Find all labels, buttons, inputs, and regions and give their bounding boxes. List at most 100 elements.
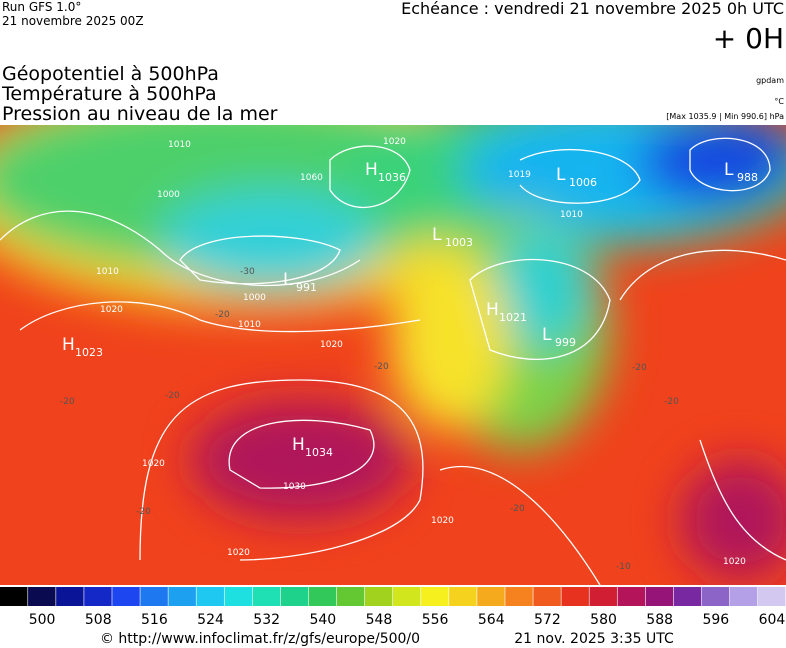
- center-pressure: 1034: [305, 446, 333, 459]
- unit: °C: [774, 97, 784, 106]
- center-kind: L: [724, 160, 734, 180]
- colorbar-label: 588: [646, 612, 673, 628]
- isobar-label: 1010: [96, 267, 119, 277]
- center-pressure: 999: [555, 336, 576, 349]
- center-pressure: 991: [296, 281, 317, 294]
- isobar-label: 1000: [157, 190, 180, 200]
- isobar-label: 1030: [283, 482, 306, 492]
- temperature-label: -30: [240, 267, 255, 277]
- temperature-label: -20: [60, 397, 75, 407]
- center-pressure: 1021: [499, 311, 527, 324]
- center-pressure: 1003: [445, 236, 473, 249]
- colorbar-swatch: [757, 587, 786, 606]
- colorbar-label: 548: [366, 612, 393, 628]
- colorbar-swatch: [84, 587, 112, 606]
- colorbar-swatch: [421, 587, 449, 606]
- colorbar-swatch: [449, 587, 477, 606]
- title: Géopotentiel à 500hPa: [2, 63, 219, 85]
- colorbar-swatch: [729, 587, 758, 606]
- run: Run GFS 1.0°: [2, 0, 81, 14]
- colorbar-swatch: [336, 587, 365, 606]
- colorbar-swatch: [196, 587, 224, 606]
- colorbar-swatch: [364, 587, 393, 606]
- center-kind: L: [556, 165, 566, 185]
- center-pressure: 1006: [569, 176, 597, 189]
- isobar-label: 1020: [320, 340, 343, 350]
- colorbar-label: 508: [85, 612, 112, 628]
- colorbar-swatch: [701, 587, 730, 606]
- map: [0, 125, 786, 585]
- colorbar-swatch: [0, 587, 28, 606]
- colorbar-label: 524: [197, 612, 224, 628]
- colorbar-swatch: [168, 587, 196, 606]
- isobars: [0, 137, 786, 585]
- center-kind: L: [432, 225, 442, 245]
- colorbar-label: 596: [702, 612, 729, 628]
- pressure-range: [Max 1035.9 | Min 990.6] hPa: [666, 112, 784, 121]
- center-kind: L: [283, 270, 293, 290]
- colorbar-label: 532: [253, 612, 280, 628]
- isobar-label: 1000: [243, 293, 266, 303]
- colorbar-label: 580: [590, 612, 617, 628]
- colorbar-swatch: [56, 587, 84, 606]
- unit: gpdam: [756, 76, 784, 85]
- colorbar-swatch: [280, 587, 309, 606]
- isobar-label: 1020: [142, 459, 165, 469]
- isobar-label: 1010: [168, 140, 191, 150]
- colorbar-label: 556: [422, 612, 449, 628]
- title: Pression au niveau de la mer: [2, 103, 278, 125]
- isobar-label: 1010: [238, 320, 261, 330]
- temperature-label: -20: [510, 504, 525, 514]
- temperature-label: -20: [664, 397, 679, 407]
- colorbar-swatch: [28, 587, 56, 606]
- colorbar-swatch: [617, 587, 646, 606]
- colorbar-swatch: [393, 587, 421, 606]
- temperature-label: -20: [136, 507, 151, 517]
- center-pressure: 1036: [378, 171, 406, 184]
- colorbar-swatch: [140, 587, 168, 606]
- isobar-label: 1020: [723, 557, 746, 567]
- center-kind: H: [62, 335, 75, 355]
- colorbar-swatch: [673, 587, 702, 606]
- colorbar-swatch: [112, 587, 140, 606]
- colorbar-label: 572: [534, 612, 561, 628]
- source: © http://www.infoclimat.fr/z/gfs/europe/…: [100, 631, 420, 647]
- isobar-label: 1020: [227, 548, 250, 558]
- center-pressure: 988: [737, 171, 758, 184]
- center-pressure: 1023: [75, 346, 103, 359]
- run-date: 21 novembre 2025 00Z: [2, 14, 144, 28]
- isobar-label: 1010: [560, 210, 583, 220]
- colorbar-label: 564: [478, 612, 505, 628]
- title: Température à 500hPa: [1, 83, 217, 105]
- colorbar: 500 508 516 524 532 540 548 556 564 572 580 588 596 6…: [0, 587, 785, 628]
- colorbar-swatch: [252, 587, 281, 606]
- colorbar-swatch: [589, 587, 617, 606]
- lead-time: + 0H: [713, 22, 784, 55]
- temperature-label: -20: [165, 391, 180, 401]
- colorbar-swatch: [308, 587, 337, 606]
- valid-time: Echéance : vendredi 21 novembre 2025 0h …: [401, 0, 784, 18]
- colorbar-swatch: [224, 587, 253, 606]
- colorbar-swatch: [561, 587, 589, 606]
- isobar-label: 1060: [300, 173, 323, 183]
- isobar-label: 1020: [100, 305, 123, 315]
- colorbar-label: 540: [309, 612, 336, 628]
- temperature-label: -20: [374, 362, 389, 372]
- colorbar-swatch: [645, 587, 674, 606]
- isobar-label: 1019: [508, 170, 531, 180]
- center-kind: H: [365, 160, 378, 180]
- colorbar-swatch: [505, 587, 533, 606]
- colorbar-swatch: [533, 587, 561, 606]
- colorbar-label: 604: [759, 612, 786, 628]
- center-kind: L: [542, 325, 552, 345]
- temperature-label: -10: [616, 562, 631, 572]
- colorbar-label: 500: [29, 612, 56, 628]
- center-kind: H: [292, 435, 305, 455]
- center-kind: H: [486, 300, 499, 320]
- isobar-label: 1020: [431, 516, 454, 526]
- generated-time: 21 nov. 2025 3:35 UTC: [514, 631, 674, 647]
- colorbar-label: 516: [141, 612, 168, 628]
- colorbar-swatch: [477, 587, 505, 606]
